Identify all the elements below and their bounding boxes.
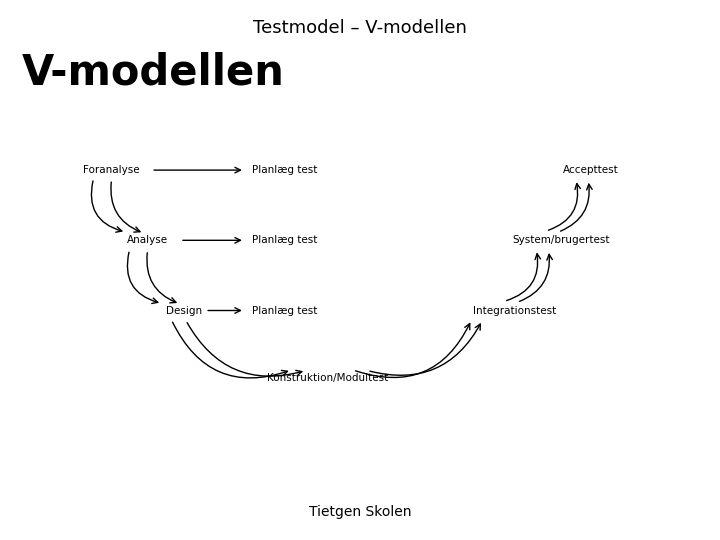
Text: Integrationstest: Integrationstest	[473, 306, 557, 315]
Text: Analyse: Analyse	[127, 235, 168, 245]
Text: Accepttest: Accepttest	[562, 165, 618, 175]
Text: Planlæg test: Planlæg test	[252, 235, 317, 245]
Text: V-modellen: V-modellen	[22, 51, 284, 93]
Text: Testmodel – V-modellen: Testmodel – V-modellen	[253, 19, 467, 37]
Text: Tietgen Skolen: Tietgen Skolen	[309, 505, 411, 519]
Text: Konstruktion/Modultest: Konstruktion/Modultest	[267, 373, 388, 383]
Text: Design: Design	[166, 306, 202, 315]
Text: Foranalyse: Foranalyse	[84, 165, 140, 175]
Text: System/brugertest: System/brugertest	[513, 235, 611, 245]
Text: Planlæg test: Planlæg test	[252, 306, 317, 315]
Text: Planlæg test: Planlæg test	[252, 165, 317, 175]
